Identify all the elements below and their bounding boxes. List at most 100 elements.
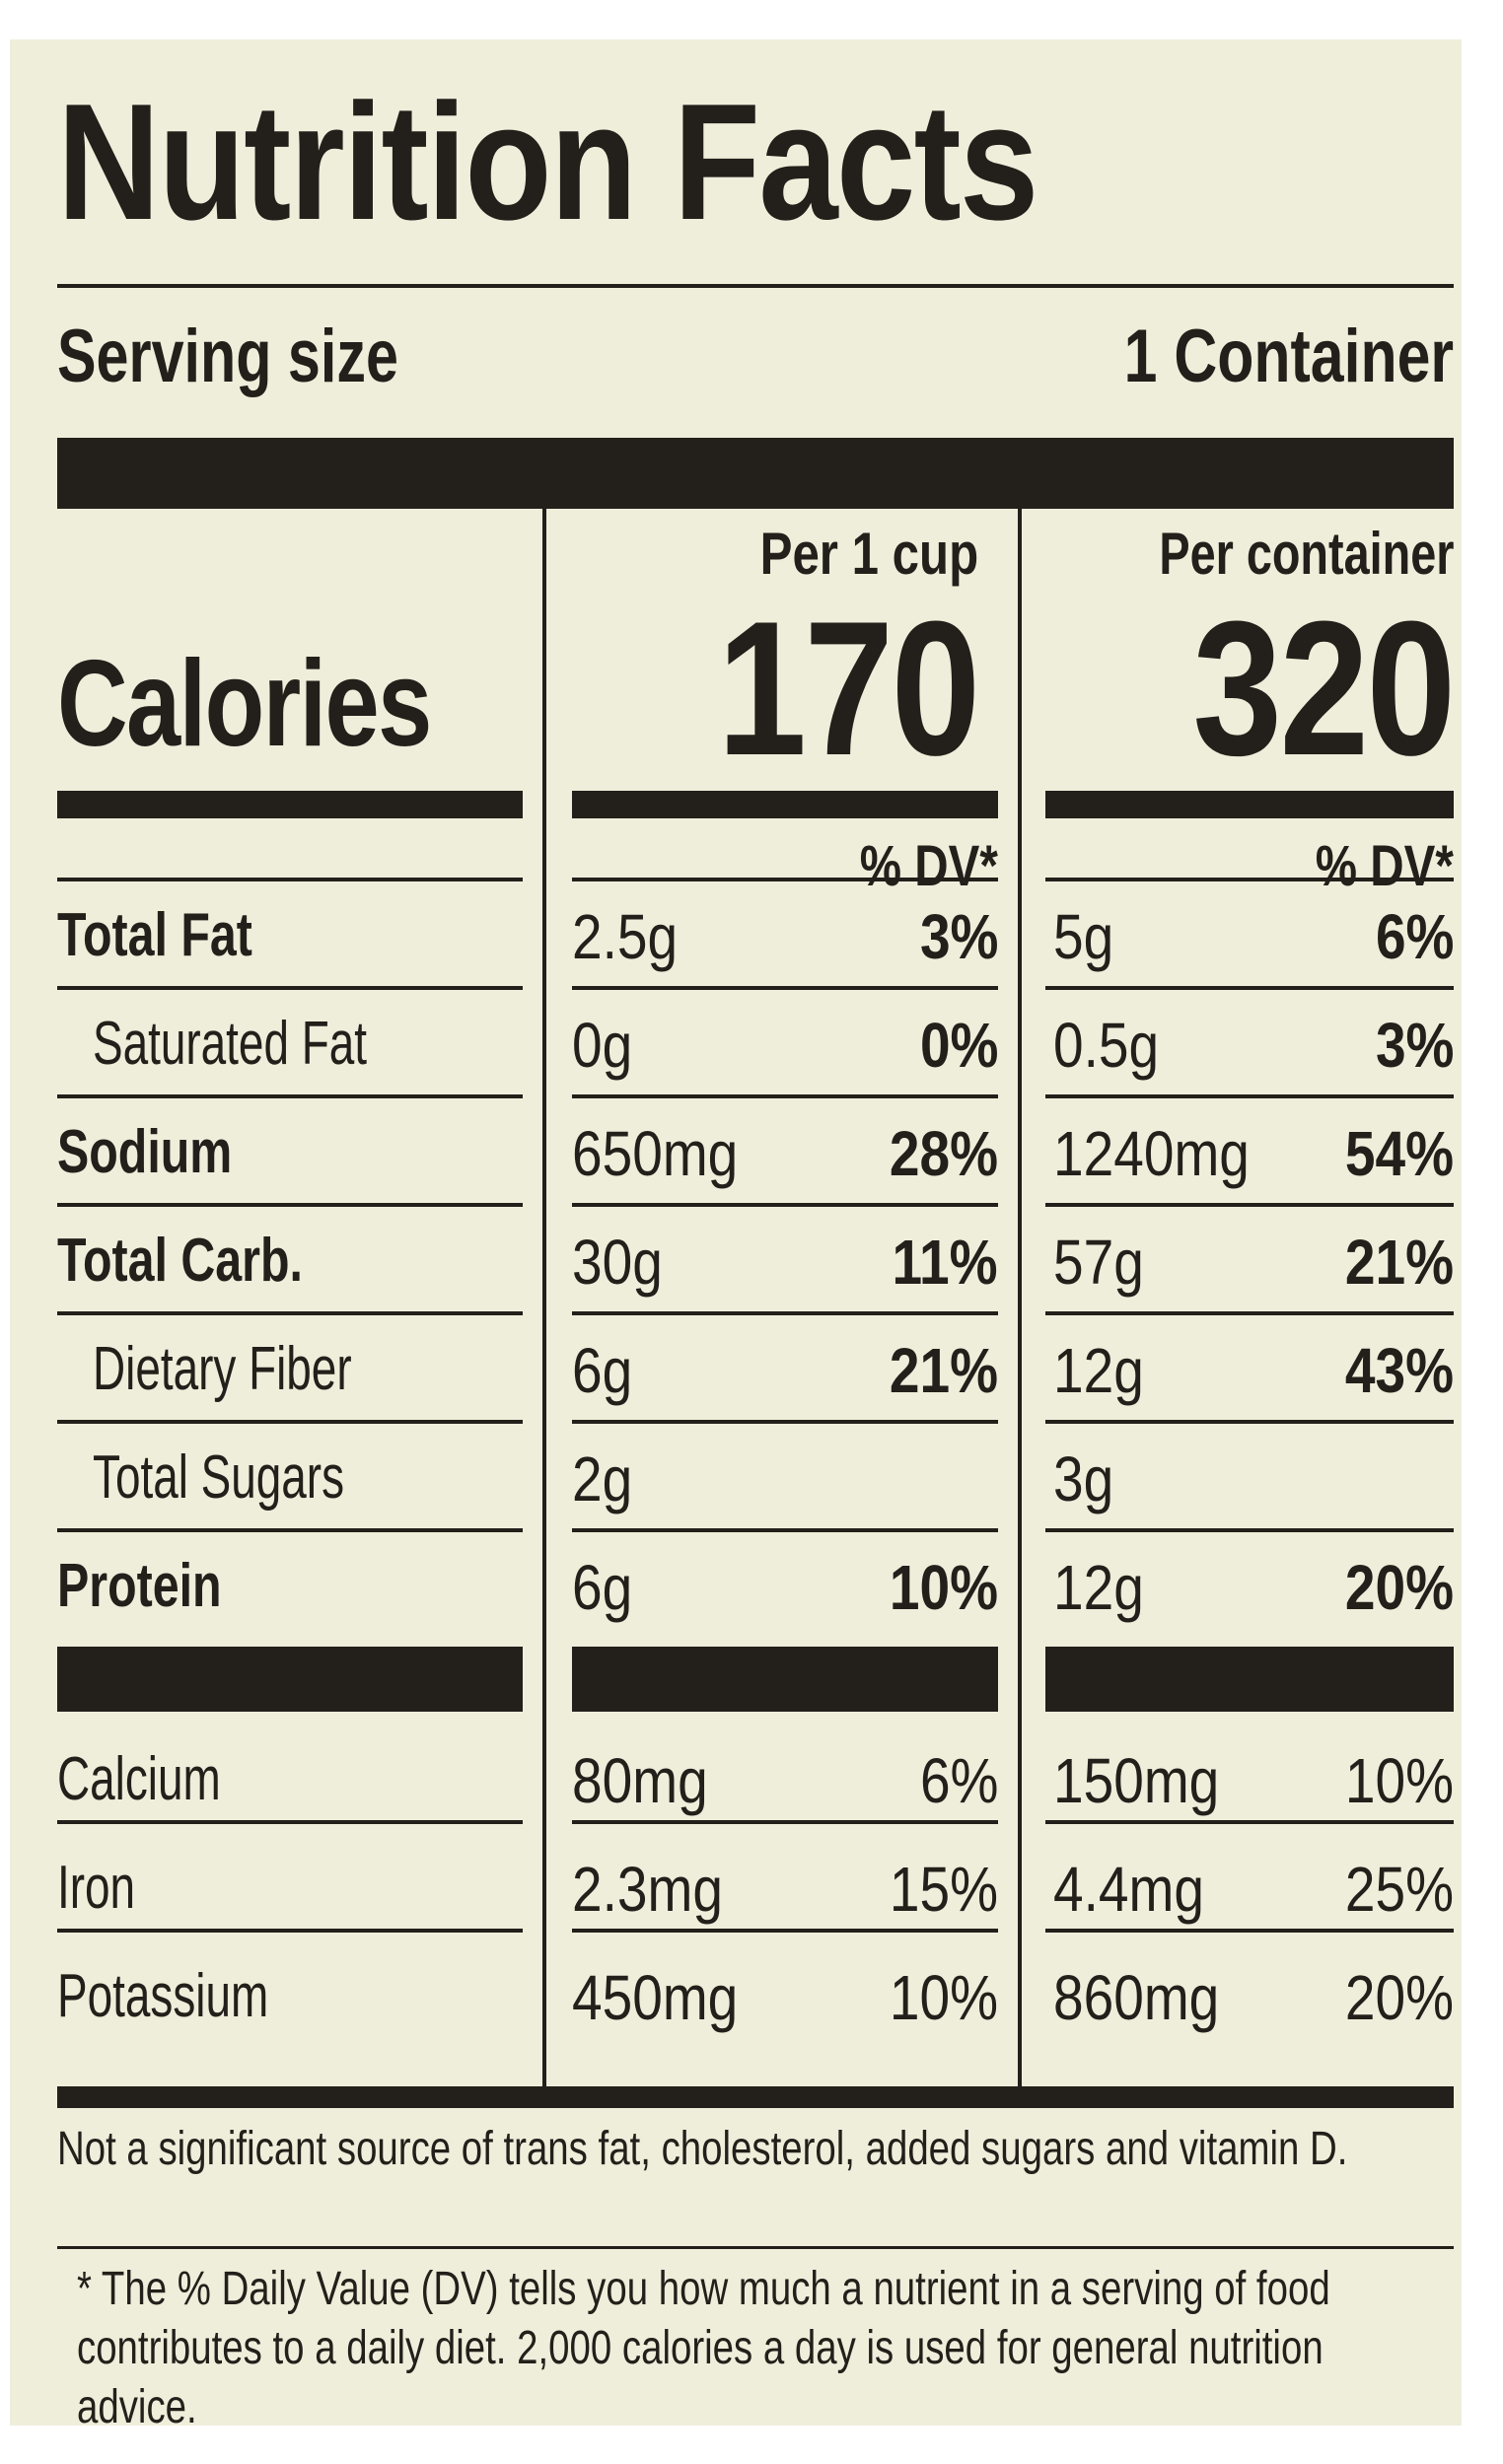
dv-per-container: 21% xyxy=(1233,1231,1454,1294)
mineral-amount-per-container: 860mg xyxy=(1053,1966,1247,2029)
row-rule-container xyxy=(1045,1311,1454,1315)
text: 21% xyxy=(889,1335,998,1406)
text: 57g xyxy=(1053,1227,1144,1298)
text: 15% xyxy=(889,1854,998,1925)
mineral-rule-cup xyxy=(572,1929,998,1933)
serving-size-label: Serving size xyxy=(57,315,398,398)
text: 860mg xyxy=(1053,1962,1220,2033)
dv-per-cup: 11% xyxy=(769,1231,998,1294)
mineral-label: Calcium xyxy=(57,1749,278,1810)
text: 20% xyxy=(1344,1962,1454,2033)
row-rule-cup xyxy=(572,1203,998,1207)
mineral-bar-container xyxy=(1045,1647,1454,1712)
amount-per-cup: 0g xyxy=(572,1014,642,1077)
text: 10% xyxy=(889,1962,998,2033)
footnote-rule xyxy=(57,2246,1454,2249)
dv-header-container: % DV* xyxy=(1315,834,1454,898)
text: 30g xyxy=(572,1227,663,1298)
mineral-dv-per-cup: 10% xyxy=(769,1966,998,2029)
mineral-amount-per-container: 4.4mg xyxy=(1053,1858,1229,1921)
mineral-dv-per-cup: 6% xyxy=(769,1749,998,1812)
row-rule-cup xyxy=(572,1094,998,1098)
text: Potassium xyxy=(57,1962,269,2030)
text: 80mg xyxy=(572,1745,708,1816)
text: 3% xyxy=(919,901,998,972)
nutrient-label: Saturated Fat xyxy=(93,1014,464,1075)
text: 10% xyxy=(889,1552,998,1623)
amount-per-container: 57g xyxy=(1053,1231,1159,1294)
thick-bar-bottom xyxy=(57,2086,1454,2108)
text: 20% xyxy=(1344,1552,1454,1623)
text: 21% xyxy=(1344,1227,1454,1298)
dv-per-container xyxy=(1233,1447,1454,1511)
mineral-amount-per-cup: 450mg xyxy=(572,1966,765,2029)
text: 150mg xyxy=(1053,1745,1220,1816)
mineral-label: Iron xyxy=(57,1858,163,1919)
text: Dietary Fiber xyxy=(93,1335,352,1403)
text: Iron xyxy=(57,1854,136,1922)
calories-rule-container xyxy=(1045,791,1454,818)
mineral-dv-per-container: 10% xyxy=(1233,1749,1454,1812)
row-rule-cup xyxy=(572,1420,998,1424)
amount-per-container: 0.5g xyxy=(1053,1014,1177,1077)
text: 2.5g xyxy=(572,901,679,972)
text: Sodium xyxy=(57,1118,233,1186)
text: 6g xyxy=(572,1335,633,1406)
dv-per-container: 54% xyxy=(1233,1122,1454,1185)
text: 3g xyxy=(1053,1443,1114,1514)
text: 4.4mg xyxy=(1053,1854,1204,1925)
row-rule-container xyxy=(1045,878,1454,881)
nutrient-label: Protein xyxy=(57,1556,268,1617)
row-rule-label xyxy=(57,1094,523,1098)
text: 450mg xyxy=(572,1962,739,2033)
text: 0% xyxy=(919,1010,998,1081)
text: Saturated Fat xyxy=(93,1010,367,1078)
mineral-amount-per-container: 150mg xyxy=(1053,1749,1247,1812)
mineral-rule-cup xyxy=(572,1820,998,1824)
text: 54% xyxy=(1344,1118,1454,1189)
amount-per-cup: 2.5g xyxy=(572,905,695,968)
row-rule-cup xyxy=(572,878,998,881)
amount-per-container: 12g xyxy=(1053,1339,1159,1402)
nutrient-label: Total Fat xyxy=(57,905,308,966)
amount-per-container: 1240mg xyxy=(1053,1122,1281,1185)
row-rule-label xyxy=(57,1528,523,1532)
mineral-amount-per-cup: 80mg xyxy=(572,1749,730,1812)
text: 6% xyxy=(1375,901,1454,972)
serving-size-value: 1 Container xyxy=(1123,315,1454,398)
dv-per-cup: 10% xyxy=(769,1556,998,1619)
dv-per-container: 6% xyxy=(1233,905,1454,968)
text: 12g xyxy=(1053,1552,1144,1623)
amount-per-cup: 6g xyxy=(572,1339,642,1402)
row-rule-container xyxy=(1045,1203,1454,1207)
text: 43% xyxy=(1344,1335,1454,1406)
column-header-per-cup: Per 1 cup xyxy=(759,521,978,587)
mineral-bar-cup xyxy=(572,1647,998,1712)
text: 12g xyxy=(1053,1335,1144,1406)
footnote-daily-value: * The % Daily Value (DV) tells you how m… xyxy=(77,2263,1330,2433)
dv-per-cup xyxy=(769,1447,998,1511)
mineral-label: Potassium xyxy=(57,1966,342,2027)
dv-per-cup: 28% xyxy=(769,1122,998,1185)
calories-rule-cup xyxy=(572,791,998,818)
nutrition-facts-label: Nutrition Facts Serving size 1 Container… xyxy=(10,39,1462,2433)
label-title: Nutrition Facts xyxy=(57,69,1038,254)
row-rule-label xyxy=(57,1420,523,1424)
text: 6% xyxy=(919,1745,998,1816)
nutrient-label: Total Carb. xyxy=(57,1231,372,1292)
mineral-dv-per-container: 20% xyxy=(1233,1966,1454,2029)
title-rule xyxy=(57,284,1454,288)
nutrient-label: Dietary Fiber xyxy=(93,1339,443,1400)
row-rule-container xyxy=(1045,1420,1454,1424)
row-rule-container xyxy=(1045,1094,1454,1098)
footnote-not-significant: Not a significant source of trans fat, c… xyxy=(57,2123,1348,2175)
row-rule-cup xyxy=(572,1528,998,1532)
row-rule-cup xyxy=(572,986,998,990)
mineral-dv-per-cup: 15% xyxy=(769,1858,998,1921)
mineral-rule-container xyxy=(1045,1929,1454,1933)
amount-per-cup: 2g xyxy=(572,1447,642,1511)
dv-header-cup: % DV* xyxy=(859,834,998,898)
text: 3% xyxy=(1375,1010,1454,1081)
calories-per-cup: 170 xyxy=(717,582,981,796)
text: 28% xyxy=(889,1118,998,1189)
